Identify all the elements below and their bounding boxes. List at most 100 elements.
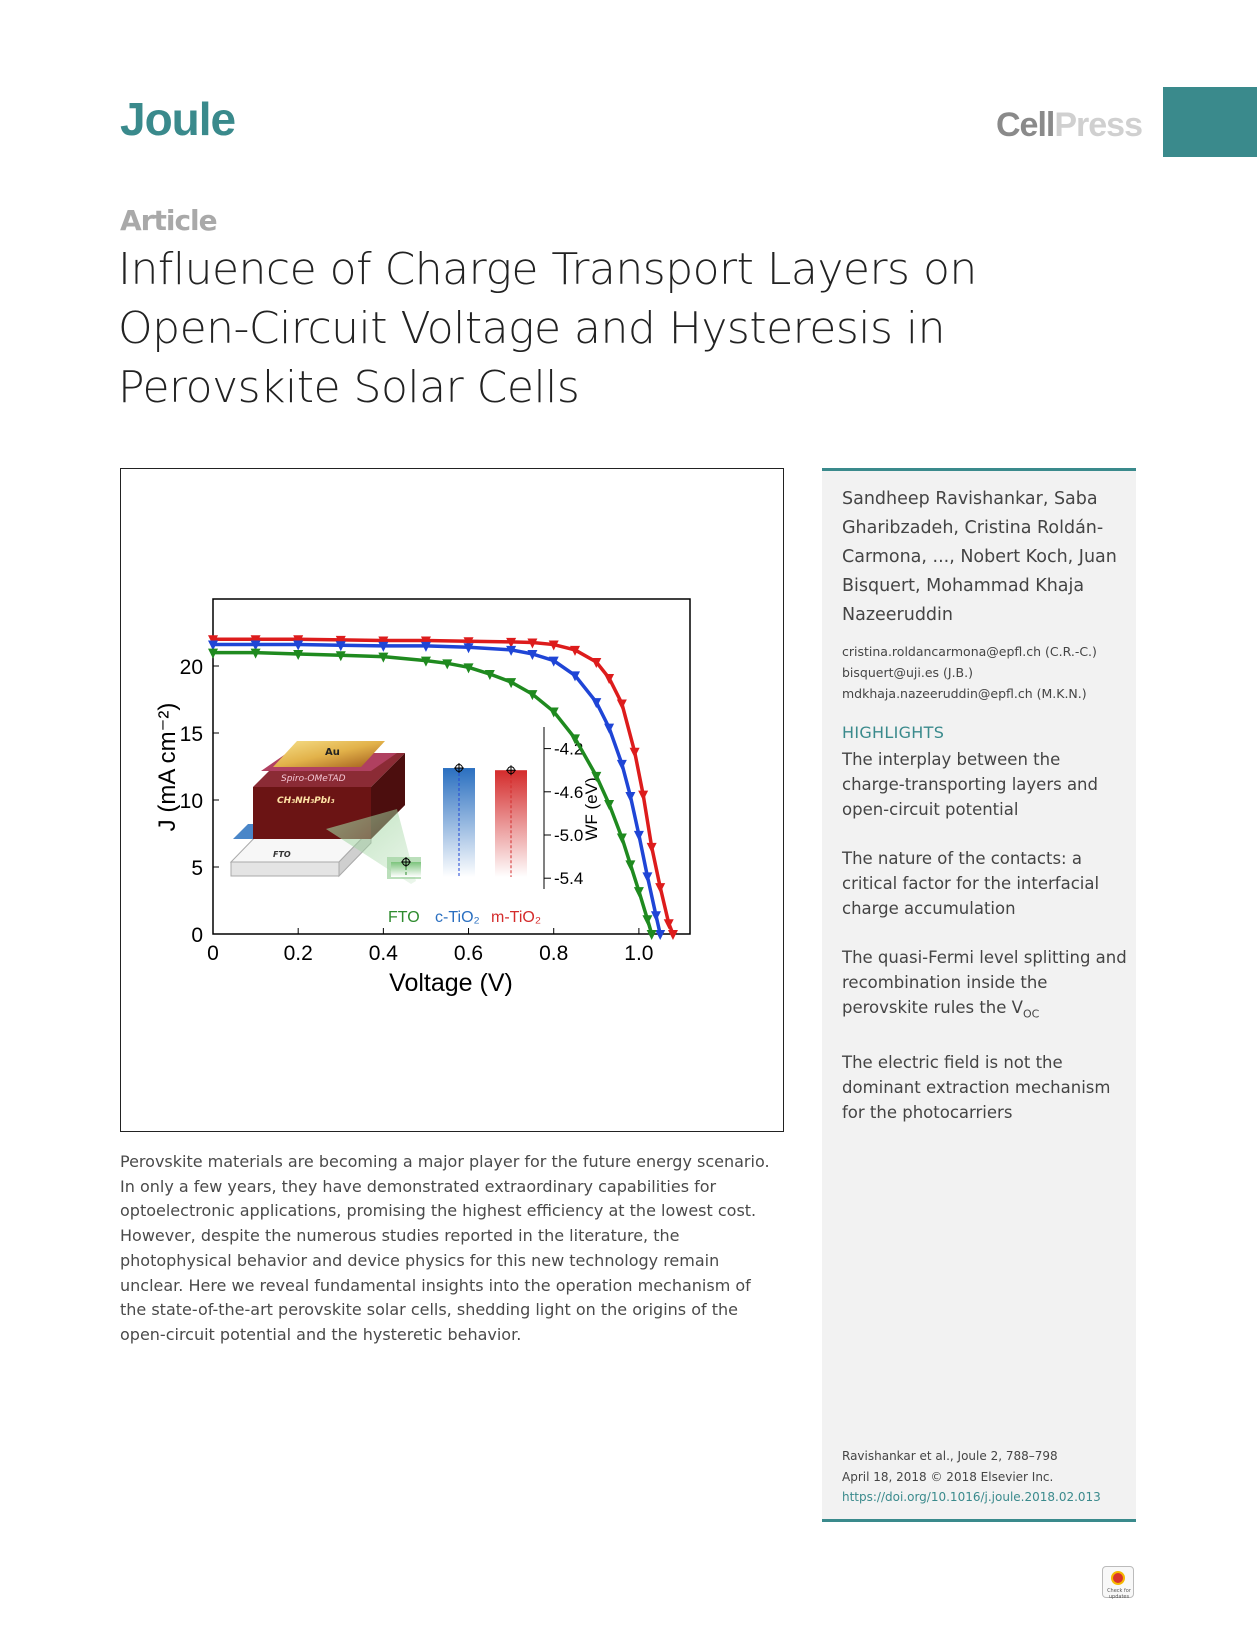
y-axis-label: J (mA cm⁻²) bbox=[154, 703, 181, 832]
citation: Ravishankar et al., Joule 2, 788–798 Apr… bbox=[842, 1446, 1132, 1508]
data-point bbox=[335, 635, 346, 646]
check-for-updates-button[interactable]: Check for updates bbox=[1102, 1566, 1134, 1600]
data-point bbox=[633, 830, 644, 841]
data-point bbox=[420, 636, 431, 647]
journal-logo: Joule bbox=[120, 93, 236, 145]
data-point bbox=[570, 645, 581, 656]
highlights-heading: HIGHLIGHTS bbox=[842, 723, 945, 742]
email-link[interactable]: bisquert@uji.es (J.B.) bbox=[842, 665, 973, 680]
data-point bbox=[378, 652, 389, 663]
data-point bbox=[463, 663, 474, 674]
highlight-item: The nature of the contacts: a critical f… bbox=[842, 849, 1100, 918]
citation-date: April 18, 2018 © 2018 Elsevier Inc. bbox=[842, 1469, 1054, 1484]
wf-label-c-tio2: c-TiO₂ bbox=[435, 909, 480, 926]
data-point bbox=[208, 640, 218, 651]
data-point bbox=[570, 671, 581, 682]
data-point bbox=[420, 656, 431, 667]
y-tick-label: 20 bbox=[180, 656, 203, 679]
data-point bbox=[506, 678, 517, 689]
email-link[interactable]: mdkhaja.nazeeruddin@epfl.ch (M.K.N.) bbox=[842, 686, 1087, 701]
wf-tick-label: -5.4 bbox=[554, 869, 583, 888]
data-point bbox=[293, 635, 304, 646]
doi-link[interactable]: https://doi.org/10.1016/j.joule.2018.02.… bbox=[842, 1490, 1101, 1504]
article-title: Influence of Charge Transport Layers on … bbox=[118, 244, 977, 413]
data-point bbox=[548, 640, 559, 651]
data-point bbox=[420, 641, 431, 652]
wf-tick-label: -4.2 bbox=[554, 740, 583, 759]
wf-tick-label: -5.0 bbox=[554, 826, 583, 845]
data-point bbox=[650, 911, 661, 922]
publisher-logo: CellPress bbox=[996, 106, 1143, 144]
citation-reference: Ravishankar et al., Joule 2, 788–798 bbox=[842, 1449, 1058, 1463]
data-point bbox=[208, 635, 218, 646]
email-link[interactable]: cristina.roldancarmona@epfl.ch (C.R.-C.) bbox=[842, 644, 1097, 659]
wf-marker-m-tio2 bbox=[506, 765, 516, 776]
data-point bbox=[378, 641, 389, 652]
sidebar: Sandheep Ravishankar, Saba Gharibzadeh, … bbox=[822, 468, 1136, 1522]
data-point bbox=[250, 648, 261, 659]
data-point bbox=[591, 657, 602, 668]
data-point bbox=[616, 699, 627, 710]
data-point bbox=[548, 707, 559, 718]
y-tick-label: 5 bbox=[191, 857, 203, 880]
data-point bbox=[633, 887, 644, 898]
layer-label-fto: FTO bbox=[273, 850, 291, 859]
data-point bbox=[484, 670, 495, 681]
wf-axis-label: WF (eV) bbox=[582, 777, 601, 840]
y-tick-label: 0 bbox=[191, 924, 203, 947]
article-type: Article bbox=[120, 204, 218, 237]
data-point bbox=[646, 842, 657, 853]
x-tick-label: 0 bbox=[207, 942, 219, 965]
series-line bbox=[213, 650, 654, 935]
x-tick-label: 0.4 bbox=[369, 942, 399, 965]
series-line bbox=[213, 637, 675, 935]
wf-marker-c-tio2 bbox=[454, 763, 464, 774]
data-point bbox=[506, 637, 517, 648]
data-point bbox=[638, 790, 649, 801]
data-point bbox=[655, 883, 666, 894]
data-point bbox=[604, 723, 615, 734]
x-axis-label: Voltage (V) bbox=[389, 969, 513, 997]
x-tick-label: 0.6 bbox=[454, 942, 483, 965]
authors: Sandheep Ravishankar, Saba Gharibzadeh, … bbox=[842, 489, 1117, 625]
wf-label-m-tio2: m-TiO₂ bbox=[491, 909, 541, 926]
data-point bbox=[591, 771, 602, 782]
data-point bbox=[293, 640, 304, 651]
data-point bbox=[250, 640, 261, 651]
abstract: Perovskite materials are becoming a majo… bbox=[120, 1152, 770, 1344]
data-point bbox=[604, 674, 615, 685]
data-point bbox=[250, 635, 261, 646]
data-point bbox=[335, 641, 346, 652]
data-point bbox=[625, 791, 636, 802]
x-tick-label: 1.0 bbox=[624, 942, 653, 965]
data-point bbox=[655, 930, 666, 940]
data-point bbox=[591, 698, 602, 709]
y-tick-label: 15 bbox=[180, 723, 203, 746]
data-point bbox=[293, 649, 304, 660]
data-point bbox=[616, 759, 627, 770]
contact-emails: cristina.roldancarmona@epfl.ch (C.R.-C.)… bbox=[842, 641, 1132, 704]
y-tick-label: 10 bbox=[180, 790, 203, 813]
layer-label-au: Au bbox=[325, 747, 340, 758]
highlight-item: The electric field is not the dominant e… bbox=[842, 1053, 1111, 1123]
check-for-updates-label: Check for updates bbox=[1107, 1588, 1131, 1600]
data-point bbox=[570, 734, 581, 745]
data-point bbox=[642, 872, 653, 883]
data-point bbox=[548, 656, 559, 667]
jv-chart: 0 0.2 0.4 0.6 0.8 1.0 0 5 10 15 20 Au Spiro-OMeTA… bbox=[154, 598, 691, 997]
x-tick-label: 0.2 bbox=[284, 942, 313, 965]
graphical-abstract: 0 0.2 0.4 0.6 0.8 1.0 0 5 10 15 20 Au Spiro-OMeTA… bbox=[120, 468, 784, 1132]
device-stack-illustration bbox=[229, 741, 421, 884]
highlight-item: The quasi-Fermi level splitting and reco… bbox=[842, 948, 1127, 1021]
highlight-item: The interplay between the charge-transpo… bbox=[842, 750, 1098, 819]
wf-marker-fto bbox=[401, 857, 411, 867]
data-point bbox=[208, 648, 218, 659]
data-point bbox=[667, 930, 678, 940]
data-point bbox=[527, 690, 538, 701]
data-point bbox=[616, 833, 627, 844]
crossmark-icon bbox=[1111, 1571, 1125, 1585]
data-point bbox=[642, 915, 653, 926]
wf-label-fto: FTO bbox=[388, 909, 420, 926]
highlights-list: The interplay between the charge-transpo… bbox=[842, 747, 1127, 1149]
data-point bbox=[463, 637, 474, 648]
